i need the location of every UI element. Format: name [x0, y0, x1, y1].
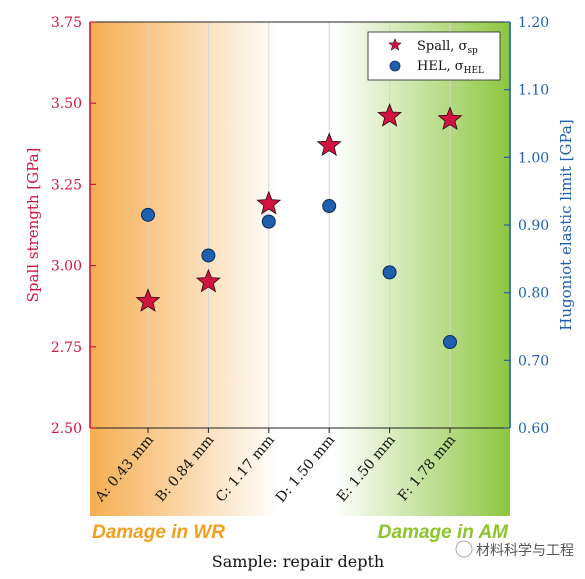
hel-series	[141, 199, 457, 350]
spall-point	[316, 132, 342, 157]
watermark-icon	[455, 540, 473, 558]
left-tick-label: 2.50	[51, 421, 82, 437]
right-tick-label: 1.10	[518, 83, 549, 99]
damage-wr-label: Damage in WR	[92, 522, 225, 543]
hel-point	[201, 248, 216, 263]
right-tick-label: 0.80	[518, 286, 549, 302]
watermark: 材料科学与工程	[455, 540, 574, 558]
left-tick-label: 3.75	[51, 15, 82, 31]
spall-point	[256, 190, 282, 215]
left-axis-ticks: 2.50 2.75 3.00 3.25 3.50 3.75	[51, 15, 96, 437]
spall-point	[195, 268, 221, 293]
right-tick-label: 0.70	[518, 353, 549, 369]
spall-series	[135, 103, 463, 312]
damage-am-label: Damage in AM	[378, 522, 509, 543]
hel-point	[382, 265, 397, 280]
legend-spall-label: Spall, σsp	[417, 39, 478, 56]
legend: Spall, σsp HEL, σHEL	[367, 31, 501, 81]
right-axis-ticks: 0.60 0.70 0.80 0.90 1.00 1.10 1.20	[504, 15, 549, 437]
left-axis-title: Spall strength [GPa]	[24, 148, 42, 303]
x-axis-title: Sample: repair depth	[212, 552, 384, 571]
spall-point	[437, 106, 463, 131]
hel-point	[443, 335, 457, 350]
right-tick-label: 0.90	[518, 218, 549, 234]
hel-point	[261, 214, 276, 229]
right-tick-label: 1.20	[518, 15, 549, 31]
watermark-text: 材料科学与工程	[476, 542, 574, 558]
legend-circle-icon	[389, 60, 401, 72]
left-tick-label: 3.00	[51, 259, 82, 275]
hel-point	[141, 207, 155, 222]
plot-background	[90, 22, 510, 516]
spall-point	[377, 103, 403, 127]
spall-point	[135, 288, 161, 312]
legend-box	[367, 31, 501, 81]
left-tick-label: 3.25	[51, 177, 82, 193]
left-tick-label: 3.50	[51, 96, 82, 112]
hel-point	[322, 199, 337, 214]
legend-star-icon	[388, 37, 402, 51]
right-axis-title: Hugoniot elastic limit [GPa]	[557, 119, 575, 330]
legend-hel-label: HEL, σHEL	[417, 59, 484, 76]
right-tick-label: 1.00	[518, 150, 549, 166]
right-tick-label: 0.60	[518, 421, 549, 437]
left-tick-label: 2.75	[51, 340, 82, 356]
